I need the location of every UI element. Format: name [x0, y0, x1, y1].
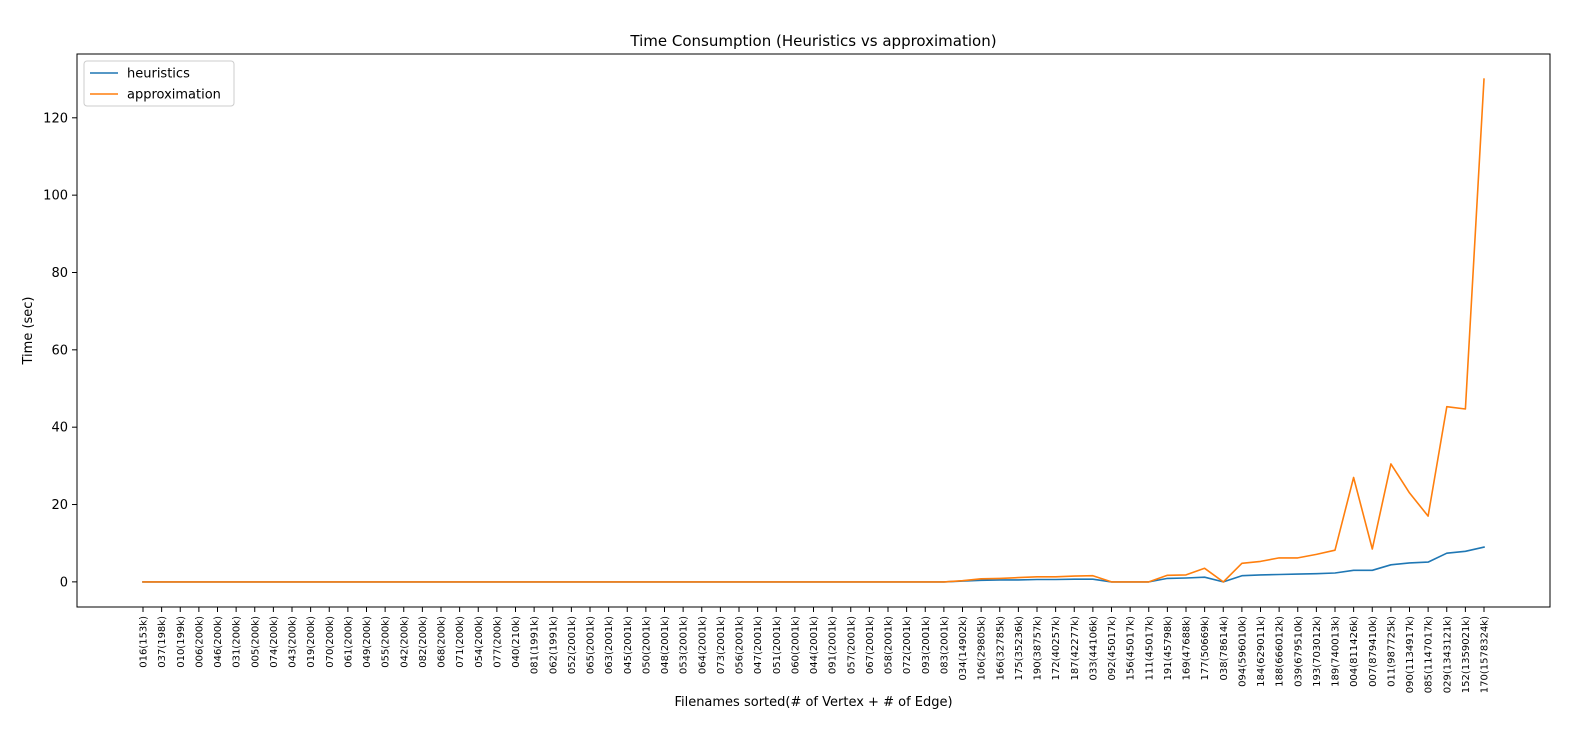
x-tick-label: 057(2001k)	[846, 616, 857, 674]
x-tick-label: 111(45017k)	[1144, 616, 1155, 681]
x-tick-label: 058(2001k)	[884, 616, 895, 674]
x-tick-label: 011(987725k)	[1386, 616, 1397, 687]
chart-title: Time Consumption (Heuristics vs approxim…	[629, 32, 996, 50]
y-tick-label: 0	[60, 575, 68, 590]
x-tick-label: 062(1991k)	[548, 616, 559, 674]
x-tick-label: 085(1147017k)	[1424, 616, 1435, 693]
x-tick-label: 093(2001k)	[921, 616, 932, 674]
x-tick-label: 016(153k)	[139, 616, 150, 668]
legend: heuristics approximation	[83, 60, 235, 107]
x-tick-label: 034(14902k)	[958, 616, 969, 681]
x-tick-label: 045(2001k)	[623, 616, 634, 674]
x-tick-label: 051(2001k)	[772, 616, 783, 674]
y-tick-label: 60	[51, 343, 68, 358]
legend-box	[83, 60, 235, 107]
x-tick-label: 166(32785k)	[995, 616, 1006, 681]
x-tick-label: 067(2001k)	[865, 616, 876, 674]
x-tick-label: 043(200k)	[288, 616, 299, 668]
x-tick-label: 082(200k)	[418, 616, 429, 668]
x-tick-label: 189(740013k)	[1331, 616, 1342, 687]
x-tick-label: 033(44106k)	[1088, 616, 1099, 681]
x-tick-label: 193(703012k)	[1312, 616, 1323, 687]
x-tick-label: 083(2001k)	[939, 616, 950, 674]
x-tick-label: 081(1991k)	[530, 616, 541, 674]
legend-label-approximation: approximation	[127, 88, 221, 103]
legend-label-heuristics: heuristics	[127, 67, 190, 82]
y-tick-label: 120	[43, 111, 68, 126]
x-tick-label: 068(200k)	[437, 616, 448, 668]
y-tick-label: 20	[51, 498, 68, 513]
x-tick-label: 019(200k)	[306, 616, 317, 668]
x-tick-label: 175(35236k)	[1014, 616, 1025, 681]
x-tick-label: 169(47688k)	[1182, 616, 1193, 681]
x-tick-label: 050(2001k)	[641, 616, 652, 674]
x-tick-label: 094(596010k)	[1237, 616, 1248, 687]
x-tick-label: 184(629011k)	[1256, 616, 1267, 687]
x-tick-label: 039(679510k)	[1293, 616, 1304, 687]
x-tick-label: 060(2001k)	[790, 616, 801, 674]
x-tick-label: 053(2001k)	[679, 616, 690, 674]
y-tick-label: 100	[43, 189, 68, 204]
x-tick-label: 187(42277k)	[1070, 616, 1081, 681]
x-tick-label: 049(200k)	[362, 616, 373, 668]
x-tick-label: 064(2001k)	[697, 616, 708, 674]
x-tick-label: 177(50669k)	[1200, 616, 1211, 681]
x-tick-label: 052(2001k)	[567, 616, 578, 674]
x-tick-label: 072(2001k)	[902, 616, 913, 674]
x-axis-ticks: 016(153k) 037(198k) 010(199k) 006(200k) 046(…	[139, 607, 1491, 693]
x-tick-label: 005(200k)	[250, 616, 261, 668]
x-tick-label: 038(78614k)	[1219, 616, 1230, 681]
x-tick-label: 006(200k)	[194, 616, 205, 668]
x-tick-label: 070(200k)	[325, 616, 336, 668]
y-tick-label: 40	[51, 421, 68, 436]
x-tick-label: 170(1578324k)	[1480, 616, 1491, 693]
x-tick-label: 055(200k)	[381, 616, 392, 668]
x-tick-label: 047(2001k)	[753, 616, 764, 674]
series-line-approximation	[142, 78, 1485, 583]
x-tick-label: 074(200k)	[269, 616, 280, 668]
x-tick-label: 077(200k)	[492, 616, 503, 668]
x-tick-label: 092(45017k)	[1107, 616, 1118, 681]
x-tick-label: 065(2001k)	[586, 616, 597, 674]
x-tick-label: 156(45017k)	[1126, 616, 1137, 681]
x-tick-label: 091(2001k)	[828, 616, 839, 674]
x-tick-label: 073(2001k)	[716, 616, 727, 674]
x-tick-label: 042(200k)	[399, 616, 410, 668]
x-tick-label: 061(200k)	[343, 616, 354, 668]
x-tick-label: 172(40257k)	[1051, 616, 1062, 681]
x-tick-label: 090(1134917k)	[1405, 616, 1416, 693]
x-tick-label: 063(2001k)	[604, 616, 615, 674]
y-tick-label: 80	[51, 266, 68, 281]
x-tick-label: 004(811426k)	[1349, 616, 1360, 687]
x-tick-label: 048(2001k)	[660, 616, 671, 674]
x-tick-label: 071(200k)	[455, 616, 466, 668]
series-lines	[142, 78, 1485, 583]
x-tick-label: 031(200k)	[232, 616, 243, 668]
x-tick-label: 188(666012k)	[1275, 616, 1286, 687]
x-tick-label: 054(200k)	[474, 616, 485, 668]
x-tick-label: 044(2001k)	[809, 616, 820, 674]
x-tick-label: 037(198k)	[157, 616, 168, 668]
x-tick-label: 007(879410k)	[1368, 616, 1379, 687]
x-tick-label: 191(45798k)	[1163, 616, 1174, 681]
x-tick-label: 010(199k)	[176, 616, 187, 668]
x-tick-label: 152(1359021k)	[1461, 616, 1472, 693]
x-tick-label: 106(29805k)	[977, 616, 988, 681]
x-axis-label: Filenames sorted(# of Vertex + # of Edge…	[674, 695, 952, 710]
y-axis-label: Time (sec)	[21, 296, 36, 365]
y-axis-ticks: 0 20 40 60 80 100 120	[43, 111, 77, 590]
x-tick-label: 029(1343121k)	[1442, 616, 1453, 693]
x-tick-label: 190(38757k)	[1033, 616, 1044, 681]
x-tick-label: 040(210k)	[511, 616, 522, 668]
x-tick-label: 056(2001k)	[735, 616, 746, 674]
x-tick-label: 046(200k)	[213, 616, 224, 668]
